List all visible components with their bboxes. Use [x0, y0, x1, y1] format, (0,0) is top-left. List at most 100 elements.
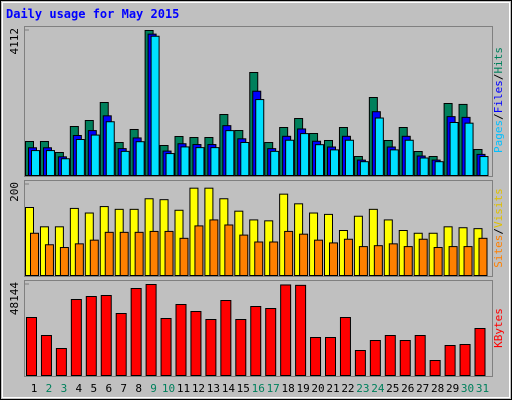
bar [105, 121, 115, 176]
bar [224, 224, 234, 276]
bar [339, 316, 351, 376]
bar [69, 207, 79, 276]
y-tick-label: 200 [8, 182, 21, 202]
bar [444, 345, 456, 376]
bar [459, 343, 471, 377]
legend-entry: Visits [492, 188, 505, 228]
bar [130, 288, 142, 376]
bar [149, 230, 159, 276]
bar [300, 133, 310, 176]
x-tick-label: 21 [326, 382, 339, 395]
bar [26, 316, 37, 376]
bar [463, 246, 473, 277]
x-tick-label: 15 [237, 382, 250, 395]
bar [269, 241, 279, 276]
legend-entry: Sites [492, 235, 505, 268]
x-tick-label: 14 [222, 382, 236, 395]
bar [404, 139, 414, 176]
bar [369, 339, 381, 376]
bar [388, 243, 398, 276]
x-tick-label: 22 [341, 382, 354, 395]
bar [194, 225, 204, 276]
bar [209, 219, 219, 276]
bar [295, 284, 307, 376]
x-tick-label: 17 [267, 382, 280, 395]
bar [354, 349, 366, 377]
bar [160, 318, 172, 377]
x-tick-label: 19 [296, 382, 309, 395]
bar [414, 335, 426, 376]
bar [284, 230, 294, 276]
bar [464, 122, 474, 176]
x-tick-label: 20 [311, 382, 324, 395]
x-tick-label: 2 [46, 382, 53, 395]
x-tick-label: 3 [61, 382, 68, 395]
x-tick-label: 25 [386, 382, 399, 395]
legend: Sites/Visits [492, 188, 505, 268]
bar [30, 232, 39, 276]
bar [190, 310, 202, 376]
bar [70, 299, 82, 376]
bar [250, 306, 262, 376]
bar [135, 141, 145, 177]
bar [314, 239, 324, 277]
bar [165, 153, 175, 177]
x-tick-label: 7 [120, 382, 127, 395]
bar [358, 246, 368, 277]
bar [353, 215, 363, 277]
bar [55, 348, 67, 377]
bar [359, 161, 369, 176]
bar [164, 230, 174, 276]
x-tick-label: 6 [105, 382, 112, 395]
bar [74, 243, 84, 276]
bar [418, 238, 428, 277]
legend-separator: / [492, 74, 505, 81]
bar [265, 308, 277, 377]
bar [31, 150, 40, 176]
bar [403, 246, 413, 277]
bar [419, 157, 429, 177]
bar [330, 149, 339, 176]
bar [145, 284, 157, 376]
bar [343, 238, 353, 277]
bar [100, 295, 112, 377]
bar [449, 121, 459, 176]
bar [175, 303, 187, 377]
x-tick-label: 1 [31, 382, 38, 395]
x-tick-label: 13 [207, 382, 220, 395]
x-tick-label: 4 [76, 382, 83, 395]
bar [239, 234, 249, 277]
bar [40, 335, 52, 376]
bar [225, 130, 235, 177]
bar [325, 336, 336, 377]
bar [315, 144, 325, 176]
x-tick-label: 31 [476, 382, 489, 395]
x-tick-label: 29 [446, 382, 459, 395]
bar [479, 156, 489, 176]
x-tick-label: 26 [401, 382, 414, 395]
bar [285, 139, 295, 176]
bar [220, 300, 232, 376]
bar [433, 247, 443, 277]
legend-entry: Files [492, 80, 505, 113]
x-tick-label: 28 [431, 382, 444, 395]
bar [374, 117, 384, 176]
bar [104, 231, 114, 276]
x-tick-label: 23 [356, 382, 369, 395]
bar [254, 241, 264, 276]
bar [60, 158, 70, 177]
x-tick-label: 8 [135, 382, 142, 395]
bar [44, 244, 54, 276]
x-tick-label: 11 [177, 382, 190, 395]
bar [329, 242, 338, 276]
bar [119, 231, 129, 276]
bar [120, 150, 130, 176]
bar [240, 141, 250, 177]
bar [180, 146, 190, 177]
bar [59, 247, 69, 277]
bar [399, 339, 411, 376]
bar [373, 245, 383, 276]
x-tick-label: 5 [90, 382, 97, 395]
